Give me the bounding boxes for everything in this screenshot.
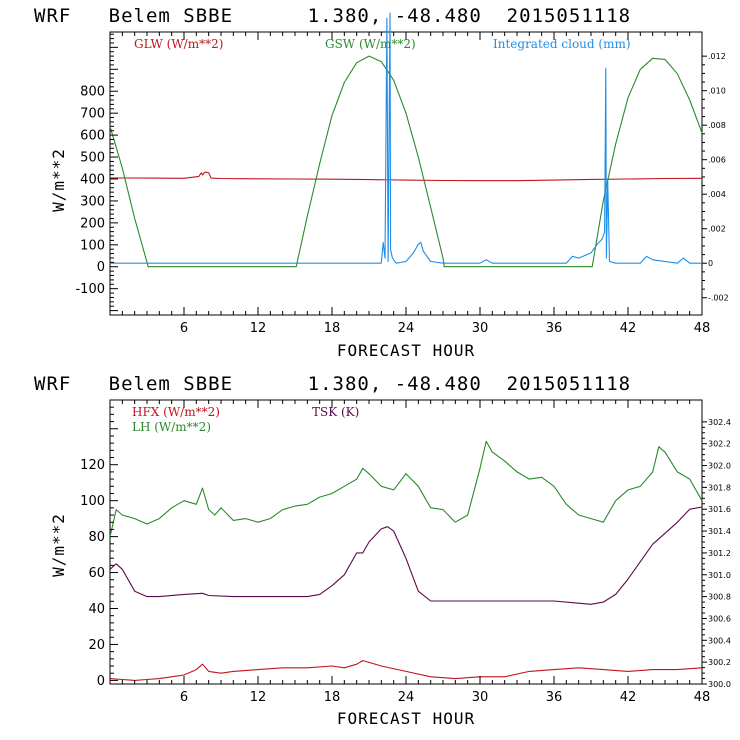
chart-top-y-tick-label: 200 [80,216,105,231]
chart-top-y-tick-label: 600 [80,129,105,144]
chart-bot-x-tick-label: 42 [620,690,637,705]
chart-bot-y-tick-label: 120 [80,458,105,473]
chart-bot-y-tick-label: 100 [80,494,105,509]
chart-top-series-group [109,12,703,268]
chart-top-x-tick-label: 36 [546,321,563,336]
chart-bot-x-tick-label: 36 [546,690,563,705]
chart-bot-y2-tick-label: 301.4 [708,527,731,536]
chart-bot-y2-tick-label: 300.2 [708,658,731,667]
chart-top-x-tick-label: 30 [472,321,489,336]
chart-bot-y2-tick-label: 302.0 [708,462,731,471]
chart-top-y2-tick-label: .006 [708,156,726,165]
chart-bot-x-tick-label: 6 [180,690,188,705]
chart-top-series-cloud [110,12,702,264]
chart-bottom-y-label: W/m**2 [49,513,68,577]
chart-top-y-tick-label: 0 [97,260,105,275]
chart-top-x-tick-label: 18 [324,321,341,336]
chart-top-x-axis: 6 12 18 24 30 36 42 48 [121,32,711,336]
chart-top-y-tick-label: -100 [75,282,105,297]
chart-bot-y2-tick-label: 302.4 [708,418,731,427]
chart-bot-x-tick-label: 30 [472,690,489,705]
chart-bot-y2-tick-label: 301.0 [708,571,731,580]
chart-bot-y-tick-label: 0 [97,674,105,689]
chart-bot-y2-tick-label: 301.2 [708,549,731,558]
chart-top-legend-gsw: GSW (W/m**2) [325,37,416,51]
chart-bottom-x-axis: 6 12 18 24 30 36 42 48 [121,400,711,705]
chart-top: WRF Belem SBBE 1.380, -48.480 2015051118… [34,5,729,360]
chart-top-y2-tick-label: 0 [708,259,713,268]
chart-bottom-y-axis: 0 20 40 60 80 100 120 [80,406,118,689]
chart-top-right-axis: .012 .010 .008 .006 .004 .002 0 -.002 [702,52,729,303]
chart-bot-series-hfx [109,660,703,681]
chart-top-y-tick-label: 100 [80,238,105,253]
chart-top-y-tick-label: 500 [80,151,105,166]
chart-bot-y-tick-label: 80 [88,530,105,545]
chart-top-y2-tick-label: .010 [708,87,726,96]
chart-top-x-tick-label: 6 [180,321,188,336]
chart-bot-x-tick-label: 48 [694,690,711,705]
chart-bot-y2-tick-label: 300.0 [708,680,731,689]
chart-bot-y2-tick-label: 300.6 [708,614,731,623]
chart-top-y2-tick-label: .004 [708,190,726,199]
chart-bottom-x-label: FORECAST HOUR [337,709,475,728]
chart-top-x-tick-label: 42 [620,321,637,336]
chart-bottom-series-group [109,440,703,681]
chart-top-y2-tick-label: -.002 [708,294,729,303]
chart-top-legend-cloud: Integrated cloud (mm) [493,37,631,51]
chart-top-title: WRF Belem SBBE 1.380, -48.480 2015051118 [34,5,631,27]
chart-top-y-tick-label: 700 [80,107,105,122]
chart-top-legend-glw: GLW (W/m**2) [134,37,223,51]
chart-top-x-tick-label: 24 [398,321,415,336]
chart-bottom: WRF Belem SBBE 1.380, -48.480 2015051118… [34,373,731,728]
chart-bot-x-tick-label: 12 [250,690,267,705]
chart-top-y2-tick-label: .008 [708,121,726,130]
chart-top-y2-tick-label: .012 [708,52,726,61]
chart-bot-y-tick-label: 20 [88,638,105,653]
chart-bot-x-tick-label: 18 [324,690,341,705]
chart-top-series-gsw [109,55,703,268]
chart-top-x-tick-label: 48 [694,321,711,336]
chart-top-x-tick-label: 12 [250,321,267,336]
chart-top-y-label: W/m**2 [49,148,68,212]
chart-bottom-legend-lh: LH (W/m**2) [132,420,211,434]
chart-bottom-right-axis: 302.4 302.2 302.0 301.8 301.6 301.4 301.2 301.0… [702,418,731,689]
chart-bot-y2-tick-label: 300.4 [708,636,731,645]
chart-bottom-legend-tsk: TSK (K) [312,405,359,419]
chart-top-x-label: FORECAST HOUR [337,341,475,360]
chart-bot-y-tick-label: 40 [88,602,105,617]
chart-top-y-tick-label: 800 [80,85,105,100]
chart-bot-y2-tick-label: 301.8 [708,483,731,492]
chart-top-y-tick-label: 300 [80,194,105,209]
chart-bot-x-tick-label: 24 [398,690,415,705]
chart-top-series-glw [109,171,703,182]
chart-bot-series-lh [109,440,703,537]
chart-bot-series-tsk [109,506,703,605]
chart-bottom-title: WRF Belem SBBE 1.380, -48.480 2015051118 [34,373,631,395]
chart-bottom-legend-hfx: HFX (W/m**2) [132,405,220,419]
chart-bot-y2-tick-label: 302.2 [708,440,731,449]
chart-bot-y2-tick-label: 300.8 [708,593,731,602]
chart-top-y-axis: -100 0 100 200 300 400 500 600 700 800 [75,33,118,312]
chart-bot-y-tick-label: 60 [88,566,105,581]
chart-top-y-tick-label: 400 [80,172,105,187]
chart-bot-y2-tick-label: 301.6 [708,505,731,514]
chart-top-y2-tick-label: .002 [708,225,726,234]
